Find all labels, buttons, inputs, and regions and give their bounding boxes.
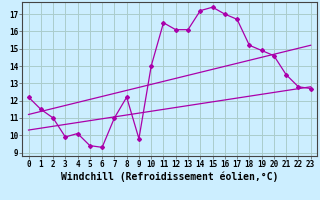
X-axis label: Windchill (Refroidissement éolien,°C): Windchill (Refroidissement éolien,°C) xyxy=(61,172,278,182)
